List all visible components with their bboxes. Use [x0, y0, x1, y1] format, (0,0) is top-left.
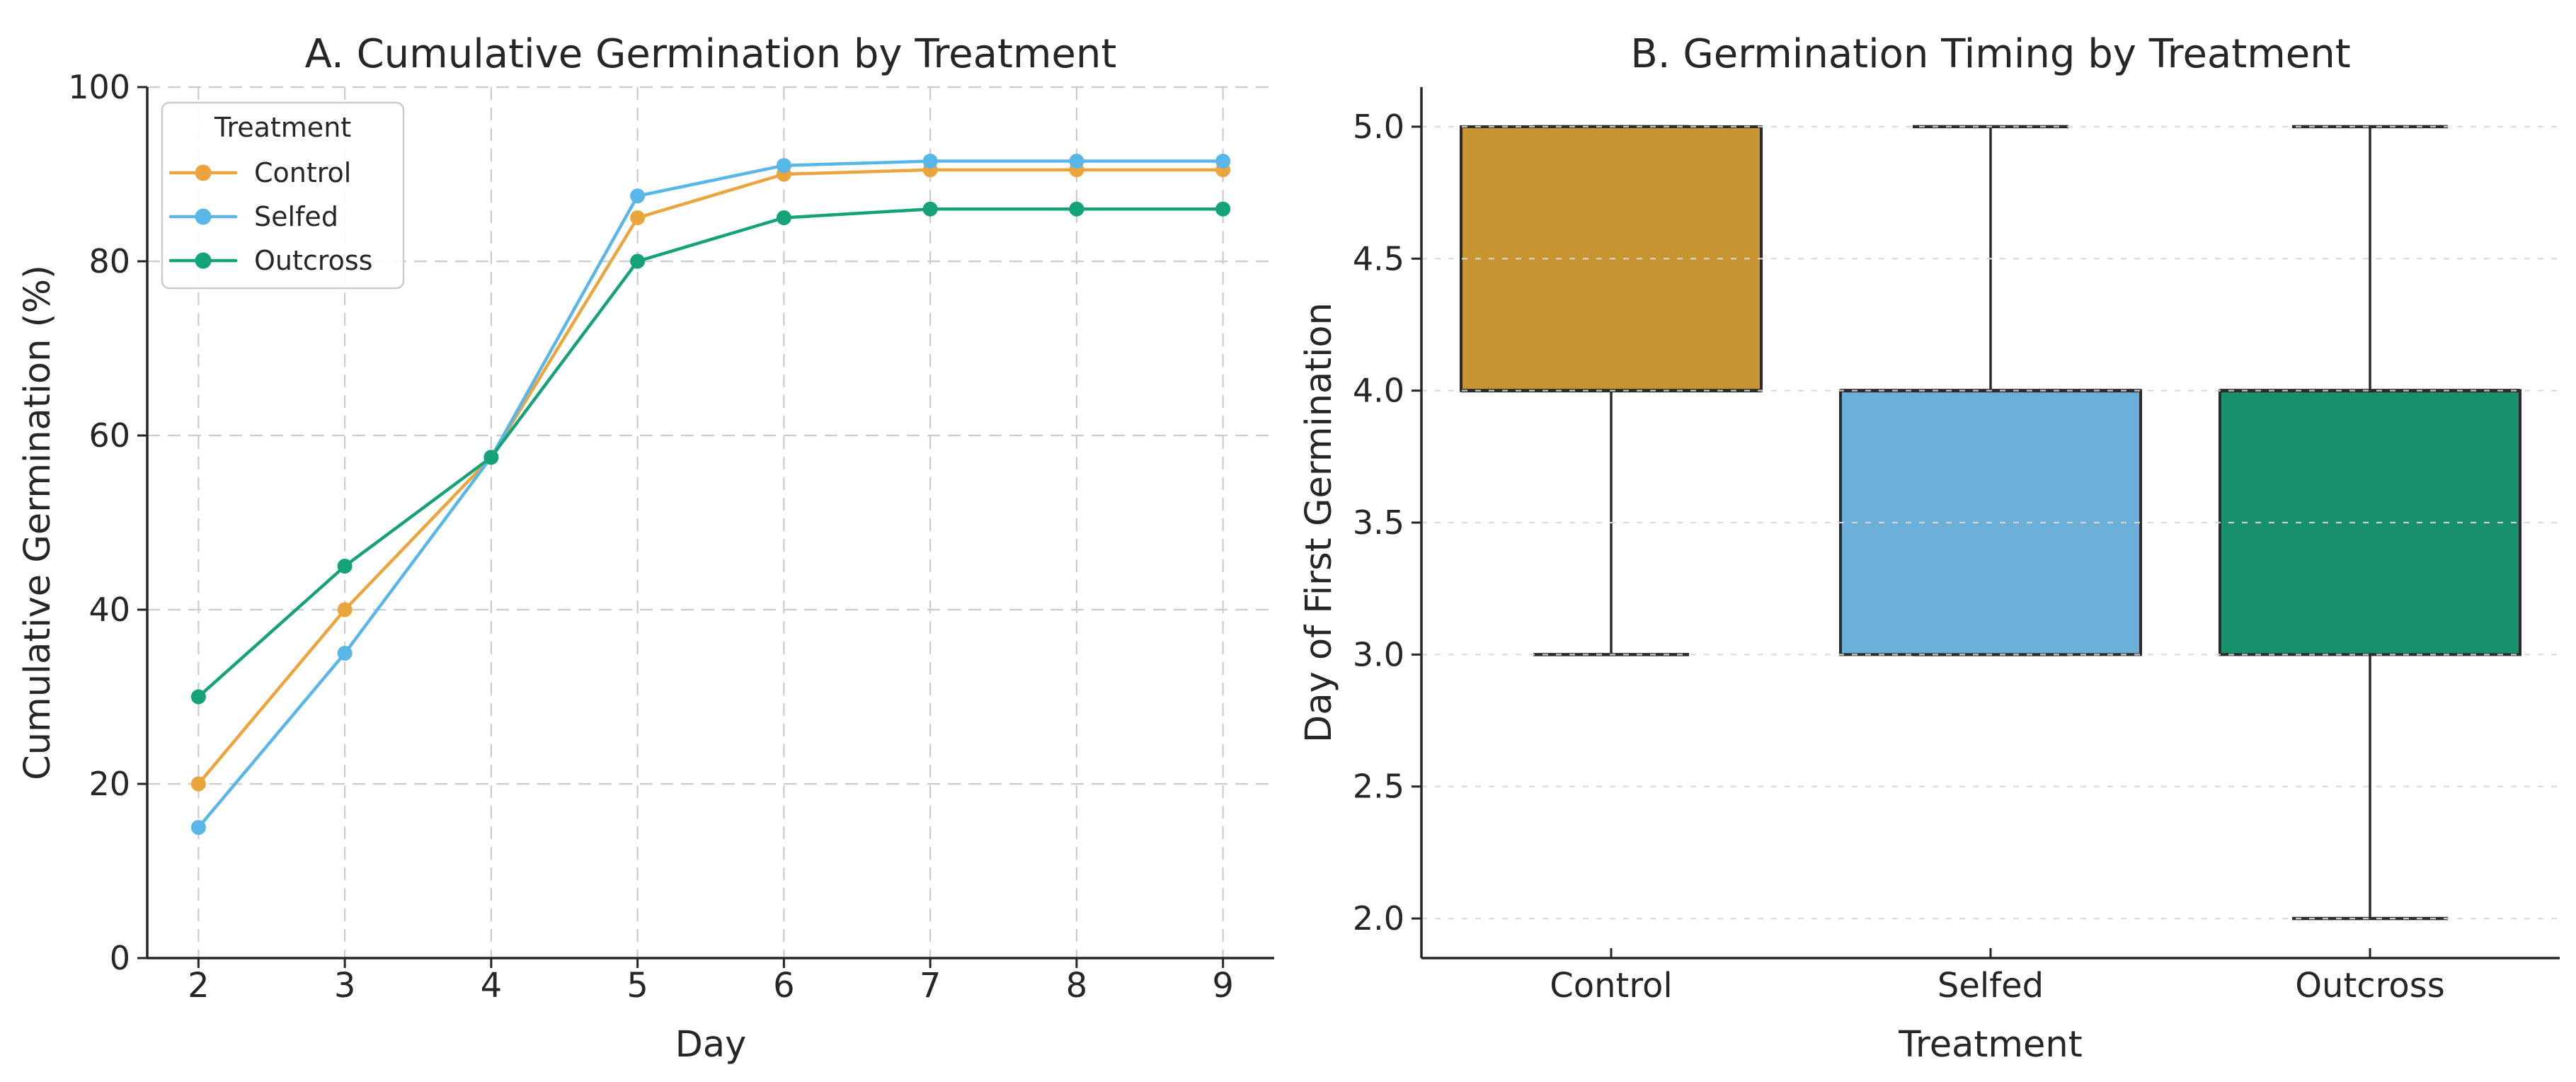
legend-marker-dot: [195, 164, 212, 181]
data-point: [1215, 201, 1231, 217]
y-tick-label: 100: [68, 68, 130, 106]
x-tick-label: Selfed: [1937, 966, 2044, 1006]
y-tick-label: 80: [88, 242, 130, 280]
data-point: [337, 559, 353, 574]
legend-entry-label: Outcross: [254, 245, 372, 276]
data-point: [630, 188, 646, 204]
data-point: [483, 450, 499, 465]
y-tick-label: 2.0: [1353, 899, 1404, 938]
panel-b-xlabel: Treatment: [1898, 1024, 2083, 1066]
data-point: [1069, 154, 1084, 169]
x-tick-label: 2: [188, 966, 210, 1006]
panel-a-ticks: [137, 86, 1225, 968]
y-tick-label: 20: [88, 765, 130, 803]
data-point: [190, 820, 206, 835]
panel-a-xlabel: Day: [675, 1024, 747, 1066]
panel-a-ylabel: Cumulative Germination (%): [17, 265, 59, 780]
legend-marker-dot: [195, 208, 212, 225]
y-tick-label: 5.0: [1353, 108, 1404, 146]
series-line-selfed: [197, 159, 1225, 829]
x-tick-label: 4: [481, 966, 503, 1006]
data-point: [1069, 201, 1084, 217]
x-tick-label: 6: [773, 966, 795, 1006]
legend-marker-dot: [195, 252, 212, 269]
legend-box: [161, 101, 405, 290]
y-tick-label: 60: [88, 416, 130, 455]
panel-b-germination-timing: 5.0 4.5 4.0 3.5 3.0 2.5 2.0 Control Selfed Outcro…: [1353, 87, 2560, 1006]
legend-entry-outcross: Outcross: [168, 245, 372, 276]
x-tick-label: Control: [1550, 966, 1673, 1006]
x-tick-label: 8: [1066, 966, 1088, 1006]
y-tick-label: 0: [110, 939, 130, 977]
x-tick-label: 3: [334, 966, 356, 1006]
y-tick-label: 4.5: [1353, 239, 1404, 278]
legend-entry-label: Selfed: [254, 201, 338, 232]
panel-b-ticks: [1412, 125, 2371, 958]
data-point: [190, 776, 206, 792]
legend-title: Treatment: [214, 112, 351, 143]
x-tick-label: 5: [626, 966, 648, 1006]
y-tick-label: 3.5: [1353, 503, 1404, 542]
y-tick-label: 40: [88, 591, 130, 629]
legend-entry-label: Control: [254, 157, 351, 188]
x-tick-label: 9: [1212, 966, 1234, 1006]
data-point: [190, 689, 206, 705]
panel-a-title: A. Cumulative Germination by Treatment: [305, 31, 1117, 77]
data-point: [776, 210, 791, 225]
data-point: [776, 158, 791, 173]
y-tick-label: 2.5: [1353, 768, 1404, 806]
data-point: [337, 602, 353, 617]
data-point: [337, 646, 353, 661]
panel-b-ylabel: Day of First Germination: [1298, 302, 1340, 743]
data-point: [922, 154, 938, 169]
data-point: [922, 201, 938, 217]
panel-a-cumulative-germination: 0 20 40 60 80 100 2 3 4 5 6 7 8 9 Treatment Control Self…: [68, 68, 1274, 1006]
series-outcross: [190, 201, 1231, 705]
panel-b-title: B. Germination Timing by Treatment: [1630, 31, 2350, 77]
data-point: [1215, 154, 1231, 169]
panel-b-grid: [1421, 125, 2560, 920]
data-point: [630, 210, 646, 225]
y-tick-label: 4.0: [1353, 372, 1404, 410]
legend-entry-control: Control: [168, 157, 351, 188]
legend: Treatment Control Selfed Outcross: [161, 101, 405, 290]
legend-entry-selfed: Selfed: [168, 201, 338, 232]
data-point: [630, 254, 646, 269]
y-tick-label: 3.0: [1353, 635, 1404, 673]
x-tick-label: 7: [920, 966, 941, 1006]
panel-a-spines: [146, 87, 1274, 959]
x-tick-label: Outcross: [2295, 966, 2444, 1006]
series-line-outcross: [197, 207, 1225, 699]
series-line-control: [197, 168, 1225, 786]
